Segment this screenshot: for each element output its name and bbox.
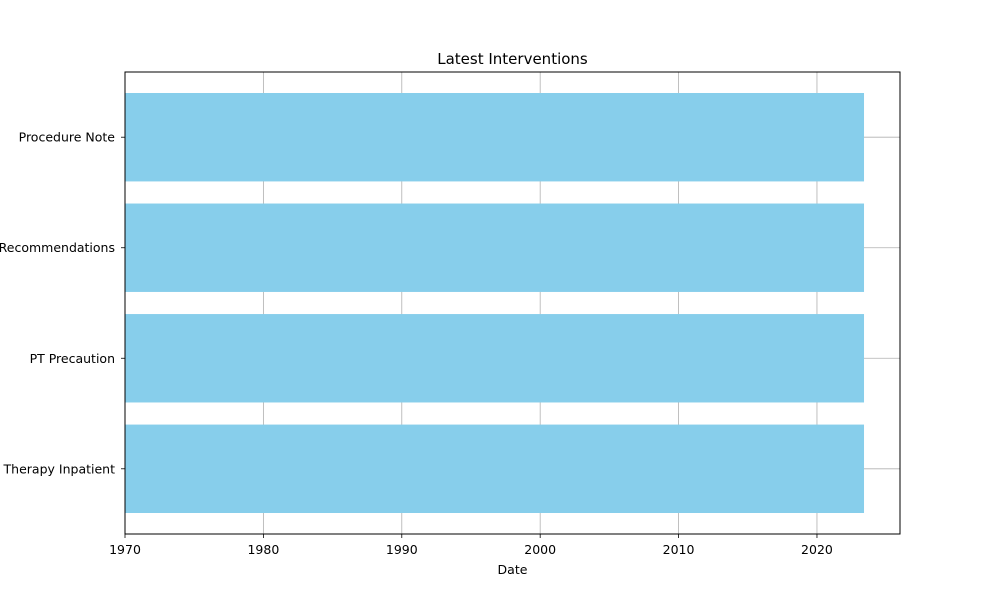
x-axis-ticks: 1970 1980 1990 2000 2010 2020 <box>109 534 833 557</box>
plot-frame <box>124 71 901 535</box>
x-tick-label: 2000 <box>524 542 556 557</box>
y-tick-label: PT Precaution <box>30 351 115 366</box>
x-tick-label: 2010 <box>663 542 695 557</box>
bar-pt-precaution <box>125 314 865 403</box>
x-tick-label: 1970 <box>109 542 141 557</box>
x-tick-label: 1990 <box>386 542 418 557</box>
bar-procedure-note <box>125 93 865 182</box>
bar-recommendations <box>125 203 865 292</box>
bars <box>125 93 865 513</box>
x-tick-label: 2020 <box>801 542 833 557</box>
y-tick-label: Therapy Inpatient <box>3 461 116 476</box>
y-tick-label: Procedure Note <box>19 130 116 145</box>
x-axis-label: Date <box>498 562 528 577</box>
x-tick-label: 1980 <box>247 542 279 557</box>
y-axis-ticks: Therapy Inpatient PT Precaution Recommenda… <box>0 130 125 476</box>
chart-title: Latest Interventions <box>437 50 588 68</box>
y-tick-label: Recommendations <box>0 240 115 255</box>
bar-therapy-inpatient <box>125 424 865 513</box>
